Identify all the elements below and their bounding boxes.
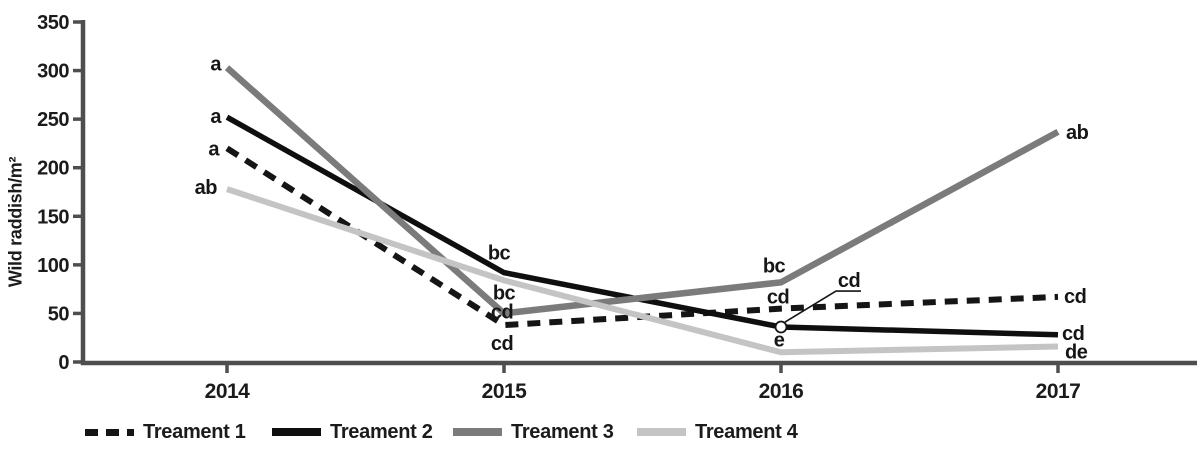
callout-leader-line xyxy=(784,290,861,323)
x-tick-label: 2016 xyxy=(759,380,804,403)
x-tick-label: 2017 xyxy=(1036,380,1081,403)
y-tick-label: 50 xyxy=(48,303,70,325)
x-tick-label: 2014 xyxy=(205,380,251,403)
y-tick-label: 250 xyxy=(37,109,69,131)
sig-label: bc xyxy=(488,243,511,265)
sig-label: bc xyxy=(493,282,516,304)
callout-marker-circle xyxy=(774,320,788,334)
sig-label: a xyxy=(210,54,222,76)
sig-label: cd xyxy=(491,301,513,323)
sig-label: e xyxy=(774,329,785,351)
sig-label: ab xyxy=(1066,122,1089,144)
y-tick-label: 0 xyxy=(58,352,69,374)
sig-label: de xyxy=(1065,341,1088,363)
x-tick-label: 2015 xyxy=(482,380,528,403)
sig-label: bc xyxy=(763,255,786,277)
sig-label: cd xyxy=(1064,286,1086,308)
sig-label: cd xyxy=(491,333,513,355)
y-tick-label: 150 xyxy=(37,206,69,228)
series-line-3 xyxy=(224,65,1060,317)
sig-label: ab xyxy=(195,177,218,199)
sig-label: cd xyxy=(838,270,860,292)
y-tick-label: 200 xyxy=(37,158,69,180)
sig-label: cd xyxy=(1062,323,1084,345)
y-tick-label: 100 xyxy=(37,255,69,277)
sig-label: cd xyxy=(767,287,789,309)
sig-label: a xyxy=(210,106,222,128)
sig-label: a xyxy=(208,138,220,160)
y-axis-title: Wild raddish/m² xyxy=(5,156,26,288)
y-tick-label: 300 xyxy=(37,61,69,83)
y-tick-label: 350 xyxy=(37,12,69,34)
series-line-4 xyxy=(226,186,1059,356)
